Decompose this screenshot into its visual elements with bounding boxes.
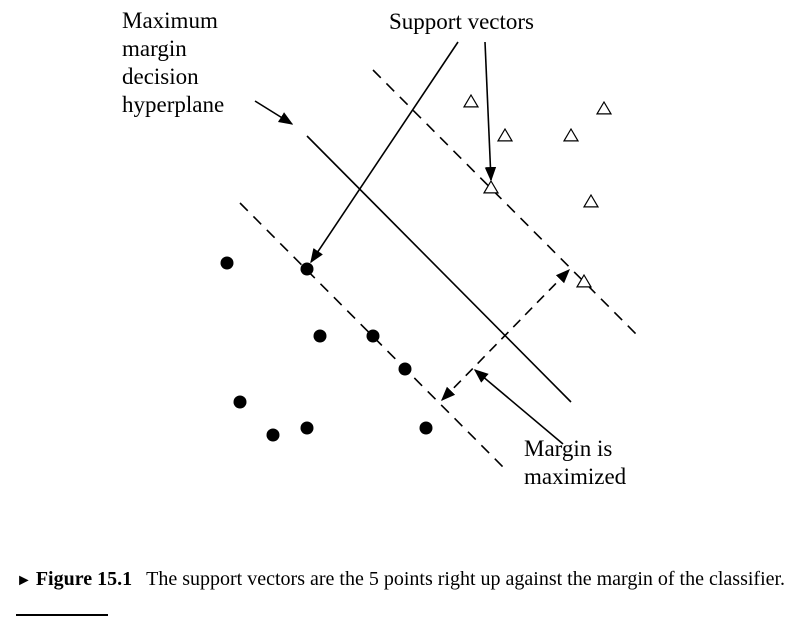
hyperplane-label-line: Maximum bbox=[122, 8, 218, 33]
caption-marker-icon: ► bbox=[16, 572, 32, 589]
data-point-circle bbox=[313, 329, 327, 343]
positive-class-points bbox=[462, 93, 613, 288]
lower-margin-line bbox=[239, 202, 505, 469]
data-point-triangle bbox=[575, 273, 593, 288]
data-point-triangle bbox=[582, 193, 600, 208]
negative-class-points bbox=[220, 256, 433, 442]
margin-label-line: maximized bbox=[524, 464, 627, 489]
data-point-triangle bbox=[496, 127, 514, 142]
upper-margin-line bbox=[372, 69, 638, 336]
support-vector-arrow-triangle bbox=[484, 41, 497, 182]
data-point-circle bbox=[220, 256, 234, 270]
margin-label-line: Margin is bbox=[524, 436, 613, 461]
data-point-circle bbox=[300, 421, 314, 435]
margin-width-arrow bbox=[440, 268, 571, 402]
hyperplane-label-line: decision bbox=[122, 64, 199, 89]
decision-hyperplane-line bbox=[306, 135, 572, 403]
hyperplane-label-line: margin bbox=[122, 36, 187, 61]
support-vectors-label: Support vectors bbox=[389, 9, 535, 34]
data-point-triangle bbox=[482, 179, 500, 194]
margin-pointer-arrow bbox=[473, 369, 564, 445]
data-point-circle bbox=[300, 262, 314, 276]
figure-caption: ► Figure 15.1 The support vectors are the … bbox=[16, 565, 806, 595]
hyperplane-label: Maximum margin decision hyperplane bbox=[122, 7, 224, 119]
data-point-triangle bbox=[562, 127, 580, 142]
support-vector-arrow-circle bbox=[310, 41, 459, 264]
caption-figure-number: Figure 15.1 bbox=[35, 568, 133, 590]
hyperplane-label-line: hyperplane bbox=[122, 92, 225, 117]
caption-underline bbox=[16, 614, 108, 616]
caption-text: The support vectors are the 5 points rig… bbox=[146, 568, 786, 590]
data-point-circle bbox=[233, 395, 247, 409]
hyperplane-pointer-arrow bbox=[254, 100, 294, 125]
data-point-circle bbox=[419, 421, 433, 435]
data-point-circle bbox=[366, 329, 380, 343]
data-point-circle bbox=[398, 362, 412, 376]
data-point-triangle bbox=[595, 100, 613, 115]
data-point-triangle bbox=[462, 93, 480, 108]
margin-label: Margin is maximized bbox=[524, 435, 626, 491]
svm-diagram bbox=[220, 41, 638, 469]
data-point-circle bbox=[266, 428, 280, 442]
